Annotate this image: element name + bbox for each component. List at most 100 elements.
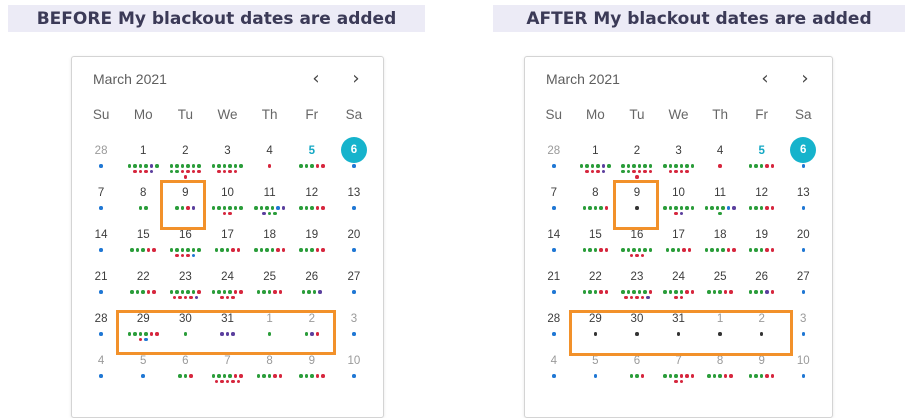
day-cell[interactable]: 28 — [80, 311, 122, 353]
day-cell[interactable]: 25 — [249, 269, 291, 311]
day-cell[interactable]: 30 — [164, 311, 206, 353]
day-cell[interactable]: 23 — [164, 269, 206, 311]
day-cell[interactable]: 5 — [575, 353, 617, 395]
day-cell[interactable]: 4 — [533, 353, 575, 395]
day-cell[interactable]: 7 — [80, 185, 122, 227]
day-cell[interactable]: 28 — [533, 311, 575, 353]
event-dot — [632, 248, 636, 252]
day-cell[interactable]: 17 — [206, 227, 248, 269]
day-cell[interactable]: 2 — [164, 143, 206, 185]
day-cell[interactable]: 1 — [575, 143, 617, 185]
day-cell[interactable]: 12 — [291, 185, 333, 227]
day-cell[interactable]: 18 — [249, 227, 291, 269]
day-cell[interactable]: 3 — [658, 143, 700, 185]
event-dot — [175, 290, 179, 294]
day-number: 19 — [755, 229, 769, 241]
day-cell[interactable]: 26 — [741, 269, 783, 311]
day-cell[interactable]: 2 — [616, 143, 658, 185]
day-cell[interactable]: 19 — [741, 227, 783, 269]
day-cell[interactable]: 3 — [782, 311, 824, 353]
day-cell[interactable]: 10 — [782, 353, 824, 395]
day-cell[interactable]: 26 — [291, 269, 333, 311]
event-dot — [217, 169, 221, 173]
day-cell[interactable]: 1 — [699, 311, 741, 353]
chevron-right-icon[interactable]: › — [801, 67, 809, 89]
day-cell[interactable]: 21 — [80, 269, 122, 311]
day-cell[interactable]: 7 — [658, 353, 700, 395]
day-cell[interactable]: 11 — [249, 185, 291, 227]
day-cell[interactable]: 29 — [575, 311, 617, 353]
day-cell[interactable]: 7 — [533, 185, 575, 227]
day-cell[interactable]: 8 — [249, 353, 291, 395]
day-cell[interactable]: 9 — [741, 353, 783, 395]
day-cell[interactable]: 20 — [782, 227, 824, 269]
day-cell[interactable]: 16 — [616, 227, 658, 269]
day-cell[interactable]: 1 — [122, 143, 164, 185]
day-cell[interactable]: 9 — [164, 185, 206, 227]
day-cell[interactable]: 28 — [533, 143, 575, 185]
day-cell[interactable]: 8 — [122, 185, 164, 227]
day-cell[interactable]: 9 — [291, 353, 333, 395]
day-cell[interactable]: 8 — [575, 185, 617, 227]
event-dot — [765, 374, 769, 378]
day-cell[interactable]: 7 — [206, 353, 248, 395]
day-cell[interactable]: 13 — [333, 185, 375, 227]
day-cell[interactable]: 23 — [616, 269, 658, 311]
day-cell[interactable]: 13 — [782, 185, 824, 227]
day-cell[interactable]: 2 — [291, 311, 333, 353]
day-cell[interactable]: 6 — [782, 137, 824, 185]
day-cell[interactable]: 22 — [575, 269, 617, 311]
day-cell[interactable]: 4 — [249, 143, 291, 185]
day-cell[interactable]: 14 — [80, 227, 122, 269]
day-cell[interactable]: 29 — [122, 311, 164, 353]
day-cell[interactable]: 10 — [206, 185, 248, 227]
day-cell[interactable]: 9 — [616, 185, 658, 227]
day-cell[interactable]: 6 — [164, 353, 206, 395]
day-cell[interactable]: 10 — [333, 353, 375, 395]
event-dot — [690, 290, 695, 294]
day-cell[interactable]: 24 — [206, 269, 248, 311]
day-cell[interactable]: 6 — [616, 353, 658, 395]
day-cell[interactable]: 18 — [699, 227, 741, 269]
day-cell[interactable]: 4 — [699, 143, 741, 185]
day-cell[interactable]: 22 — [122, 269, 164, 311]
day-cell[interactable]: 28 — [80, 143, 122, 185]
day-cell[interactable]: 27 — [333, 269, 375, 311]
day-cell[interactable]: 30 — [616, 311, 658, 353]
day-cell[interactable]: 2 — [741, 311, 783, 353]
day-cell[interactable]: 5 — [122, 353, 164, 395]
day-cell[interactable]: 14 — [533, 227, 575, 269]
day-cell[interactable]: 4 — [80, 353, 122, 395]
day-cell[interactable]: 3 — [333, 311, 375, 353]
day-cell[interactable]: 10 — [658, 185, 700, 227]
event-dot — [180, 253, 185, 257]
day-cell[interactable]: 6 — [333, 137, 375, 185]
day-cell[interactable]: 8 — [699, 353, 741, 395]
day-cell[interactable]: 17 — [658, 227, 700, 269]
day-cell[interactable]: 31 — [658, 311, 700, 353]
day-cell[interactable]: 19 — [291, 227, 333, 269]
day-cell[interactable]: 20 — [333, 227, 375, 269]
chevron-right-icon[interactable]: › — [352, 67, 360, 89]
day-cell[interactable]: 24 — [658, 269, 700, 311]
day-cell[interactable]: 27 — [782, 269, 824, 311]
day-cell[interactable]: 31 — [206, 311, 248, 353]
event-dot — [217, 290, 221, 294]
event-dot — [676, 248, 681, 252]
day-cell[interactable]: 15 — [122, 227, 164, 269]
chevron-left-icon[interactable]: ‹ — [312, 67, 320, 89]
day-cell[interactable]: 5 — [291, 143, 333, 185]
weekday-label: Th — [712, 107, 728, 122]
event-dot — [299, 164, 303, 168]
day-cell[interactable]: 3 — [206, 143, 248, 185]
day-cell[interactable]: 12 — [741, 185, 783, 227]
weekday-label: Su — [545, 107, 563, 122]
day-cell[interactable]: 5 — [741, 143, 783, 185]
day-cell[interactable]: 1 — [249, 311, 291, 353]
day-cell[interactable]: 25 — [699, 269, 741, 311]
chevron-left-icon[interactable]: ‹ — [761, 67, 769, 89]
day-cell[interactable]: 15 — [575, 227, 617, 269]
day-cell[interactable]: 11 — [699, 185, 741, 227]
day-cell[interactable]: 21 — [533, 269, 575, 311]
day-cell[interactable]: 16 — [164, 227, 206, 269]
